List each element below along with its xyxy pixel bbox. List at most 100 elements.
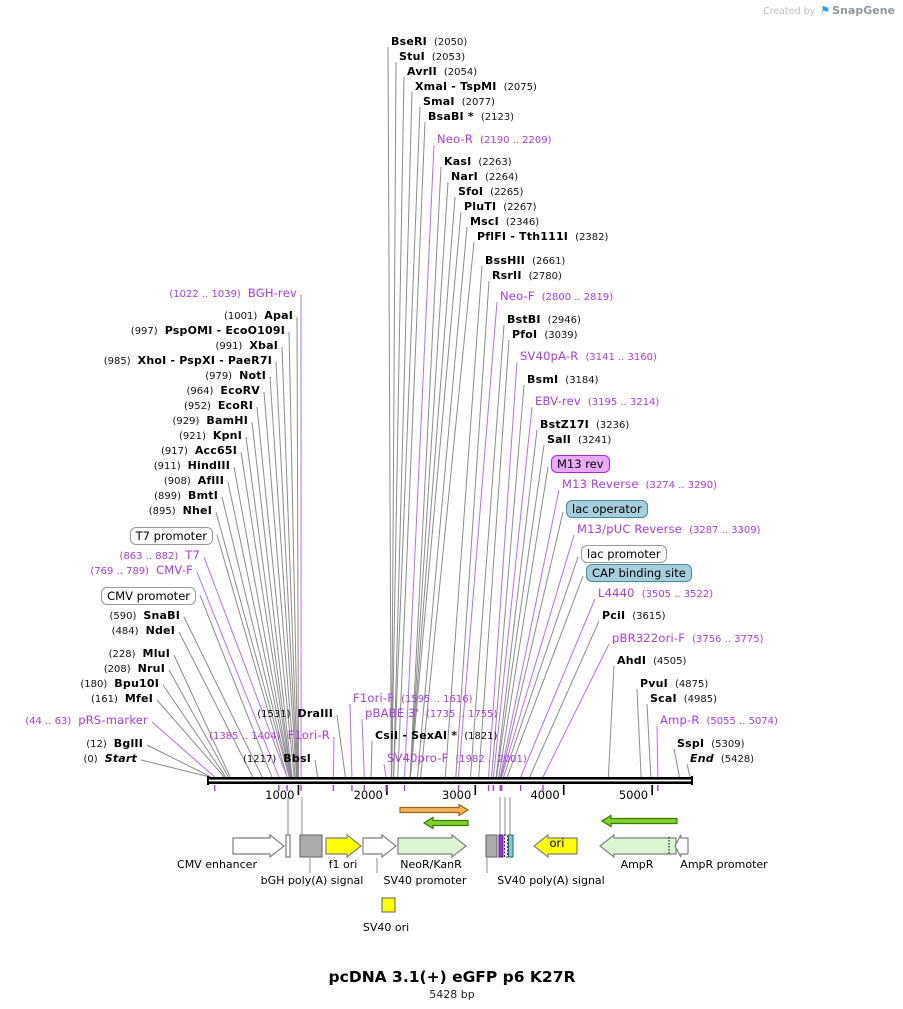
- feature-label-t7-promoter[interactable]: T7 promoter: [129, 527, 213, 545]
- feature-sv40-poly-a-signal[interactable]: [485, 834, 498, 858]
- enzyme-label-pluti[interactable]: PluTI (2267): [464, 200, 537, 214]
- terminus-label-end[interactable]: End (5428): [690, 752, 754, 766]
- feature-caption-ampr-promoter[interactable]: AmpR promoter: [680, 858, 768, 871]
- enzyme-label-csii-sexai[interactable]: CsiI - SexAI * (1821): [375, 729, 497, 743]
- enzyme-label-sfoi[interactable]: SfoI (2265): [458, 185, 523, 199]
- enzyme-label-bamhi[interactable]: (929) BamHI: [173, 414, 248, 428]
- enzyme-label-sali[interactable]: SalI (3241): [547, 433, 611, 447]
- feature-label-m13-rev[interactable]: M13 rev: [551, 455, 610, 473]
- enzyme-label-sspi[interactable]: SspI (5309): [677, 737, 745, 751]
- primer-label-neo-r[interactable]: Neo-R (2190 .. 2209): [437, 133, 552, 147]
- enzyme-label-pvui[interactable]: PvuI (4875): [640, 677, 708, 691]
- feature-lac-promoter[interactable]: [504, 834, 508, 858]
- enzyme-label-kasi[interactable]: KasI (2263): [444, 155, 512, 169]
- enzyme-label-ahdi[interactable]: AhdI (4505): [617, 654, 686, 668]
- feature-caption-neor-kanr[interactable]: NeoR/KanR: [400, 858, 462, 871]
- enzyme-label-xbai[interactable]: (991) XbaI: [215, 339, 278, 353]
- enzyme-label-mfei[interactable]: (161) MfeI: [91, 692, 153, 706]
- feature-ori[interactable]: [533, 833, 578, 859]
- enzyme-label-bsmi[interactable]: BsmI (3184): [527, 373, 599, 387]
- feature-sv40-ori[interactable]: [381, 897, 396, 913]
- primer-label-cmv-f[interactable]: (769 .. 789) CMV-F: [90, 564, 193, 578]
- enzyme-label-rsrii[interactable]: RsrII (2780): [492, 269, 562, 283]
- feature-caption-sv40-poly-a-signal[interactable]: SV40 poly(A) signal: [497, 874, 605, 887]
- terminus-label-start[interactable]: (0) Start: [84, 752, 137, 766]
- feature-bgh-poly-a-signal[interactable]: [299, 834, 323, 858]
- enzyme-label-noti[interactable]: (979) NotI: [205, 369, 266, 383]
- orf-arrow-orange-0[interactable]: [399, 803, 470, 817]
- enzyme-label-nhei[interactable]: (895) NheI: [149, 504, 212, 518]
- enzyme-label-ecorv[interactable]: (964) EcoRV: [187, 384, 260, 398]
- feature-label-lac-promoter[interactable]: lac promoter: [581, 545, 667, 563]
- feature-label-lac-operator[interactable]: lac operator: [566, 500, 648, 518]
- enzyme-label-pfoi[interactable]: PfoI (3039): [512, 328, 578, 342]
- enzyme-label-scai[interactable]: ScaI (4985): [650, 692, 717, 706]
- orf-arrow-green-1[interactable]: [422, 816, 469, 830]
- feature-caption-ampr[interactable]: AmpR: [620, 858, 654, 871]
- enzyme-label-nrui[interactable]: (208) NruI: [104, 662, 165, 676]
- feature-caption-sv40-promoter[interactable]: SV40 promoter: [383, 874, 467, 887]
- enzyme-label-bbsi[interactable]: (1217) BbsI: [243, 752, 311, 766]
- feature-sv40-promoter[interactable]: [362, 833, 397, 859]
- enzyme-label-xhoi-pspxi-paer7i[interactable]: (985) XhoI - PspXI - PaeR7I: [104, 354, 272, 368]
- enzyme-label-kpni[interactable]: (921) KpnI: [179, 429, 242, 443]
- primer-label-sv40pa-r[interactable]: SV40pA-R (3141 .. 3160): [520, 350, 657, 364]
- enzyme-label-bstbi[interactable]: BstBI (2946): [507, 313, 581, 327]
- feature-t7-promoter[interactable]: [285, 834, 291, 858]
- enzyme-label-snabi[interactable]: (590) SnaBI: [109, 609, 180, 623]
- enzyme-label-draiii[interactable]: (1531) DraIII: [257, 707, 333, 721]
- enzyme-label-acc65i[interactable]: (917) Acc65I: [161, 444, 237, 458]
- feature-caption-sv40-ori[interactable]: SV40 ori: [362, 921, 410, 934]
- feature-m13-rev[interactable]: [498, 834, 504, 858]
- feature-caption-ori[interactable]: ori: [549, 836, 565, 850]
- primer-label-f1ori-f[interactable]: F1ori-F (1595 .. 1616): [353, 692, 472, 706]
- primer-label-sv40pro-f[interactable]: SV40pro-F (1982 .. 2001): [387, 752, 527, 766]
- enzyme-label-hindiii[interactable]: (911) HindIII: [154, 459, 230, 473]
- primer-label-t7[interactable]: (863 .. 882) T7: [120, 549, 200, 563]
- enzyme-label-nari[interactable]: NarI (2264): [451, 170, 518, 184]
- enzyme-label-bglii[interactable]: (12) BglII: [86, 737, 143, 751]
- enzyme-label-bstz17i[interactable]: BstZ17I (3236): [540, 418, 629, 432]
- enzyme-label-bseri[interactable]: BseRI (2050): [391, 35, 467, 49]
- feature-label-cap-binding-site[interactable]: CAP binding site: [586, 564, 692, 582]
- enzyme-label-avrii[interactable]: AvrII (2054): [407, 65, 477, 79]
- feature-caption-f1-ori[interactable]: f1 ori: [328, 858, 358, 871]
- primer-label-l4440[interactable]: L4440 (3505 .. 3522): [598, 587, 713, 601]
- enzyme-label-ndei[interactable]: (484) NdeI: [112, 624, 175, 638]
- enzyme-label-ecori[interactable]: (952) EcoRI: [184, 399, 253, 413]
- enzyme-label-aflii[interactable]: (908) AflII: [164, 474, 224, 488]
- enzyme-label-bsshii[interactable]: BssHII (2661): [485, 254, 565, 268]
- primer-label-f1ori-r[interactable]: (1385 .. 1404) F1ori-R: [209, 729, 330, 743]
- primer-label-prs-marker[interactable]: (44 .. 63) pRS-marker: [25, 714, 148, 728]
- enzyme-label-smai[interactable]: SmaI (2077): [423, 95, 495, 109]
- feature-lac-operator-cap-binding-site[interactable]: [508, 834, 514, 858]
- orf-arrow-green-2[interactable]: [600, 814, 678, 828]
- feature-cmv-enhancer[interactable]: [232, 833, 285, 859]
- feature-label-cmv-promoter[interactable]: CMV promoter: [101, 587, 196, 605]
- enzyme-label-bsabi[interactable]: BsaBI * (2123): [428, 110, 514, 124]
- enzyme-label-pspomi-ecoo109i[interactable]: (997) PspOMI - EcoO109I: [131, 324, 285, 338]
- enzyme-label-pcii[interactable]: PciI (3615): [602, 609, 666, 623]
- enzyme-label-pflfi-tth111i[interactable]: PflFI - Tth111I (2382): [477, 230, 608, 244]
- feature-caption-bgh-poly-a-signal[interactable]: bGH poly(A) signal: [260, 874, 364, 887]
- enzyme-label-bpu10i[interactable]: (180) Bpu10I: [80, 677, 159, 691]
- enzyme-label-stui[interactable]: StuI (2053): [399, 50, 465, 64]
- primer-label-m13-puc-reverse[interactable]: M13/pUC Reverse (3287 .. 3309): [577, 523, 760, 537]
- feature-f1-ori[interactable]: [325, 833, 362, 859]
- enzyme-label-xmai-tspmi[interactable]: XmaI - TspMI (2075): [415, 80, 537, 94]
- feature-ampr-promoter[interactable]: [674, 834, 689, 858]
- primer-label-m13-reverse[interactable]: M13 Reverse (3274 .. 3290): [562, 478, 717, 492]
- feature-ampr[interactable]: [599, 833, 677, 859]
- primer-label-pbabe-3[interactable]: pBABE 3' (1735 .. 1755): [365, 707, 497, 721]
- enzyme-label-bmti[interactable]: (899) BmtI: [154, 489, 218, 503]
- primer-label-ebv-rev[interactable]: EBV-rev (3195 .. 3214): [535, 395, 659, 409]
- primer-label-bgh-rev[interactable]: (1022 .. 1039) BGH-rev: [169, 287, 297, 301]
- primer-label-amp-r[interactable]: Amp-R (5055 .. 5074): [660, 714, 778, 728]
- primer-label-neo-f[interactable]: Neo-F (2800 .. 2819): [500, 290, 613, 304]
- primer-label-pbr322ori-f[interactable]: pBR322ori-F (3756 .. 3775): [612, 632, 763, 646]
- enzyme-label-apai[interactable]: (1001) ApaI: [224, 309, 293, 323]
- feature-neor-kanr[interactable]: [397, 833, 467, 859]
- feature-caption-cmv-enhancer[interactable]: CMV enhancer: [177, 858, 257, 871]
- enzyme-label-mlui[interactable]: (228) MluI: [109, 647, 170, 661]
- enzyme-label-msci[interactable]: MscI (2346): [470, 215, 539, 229]
